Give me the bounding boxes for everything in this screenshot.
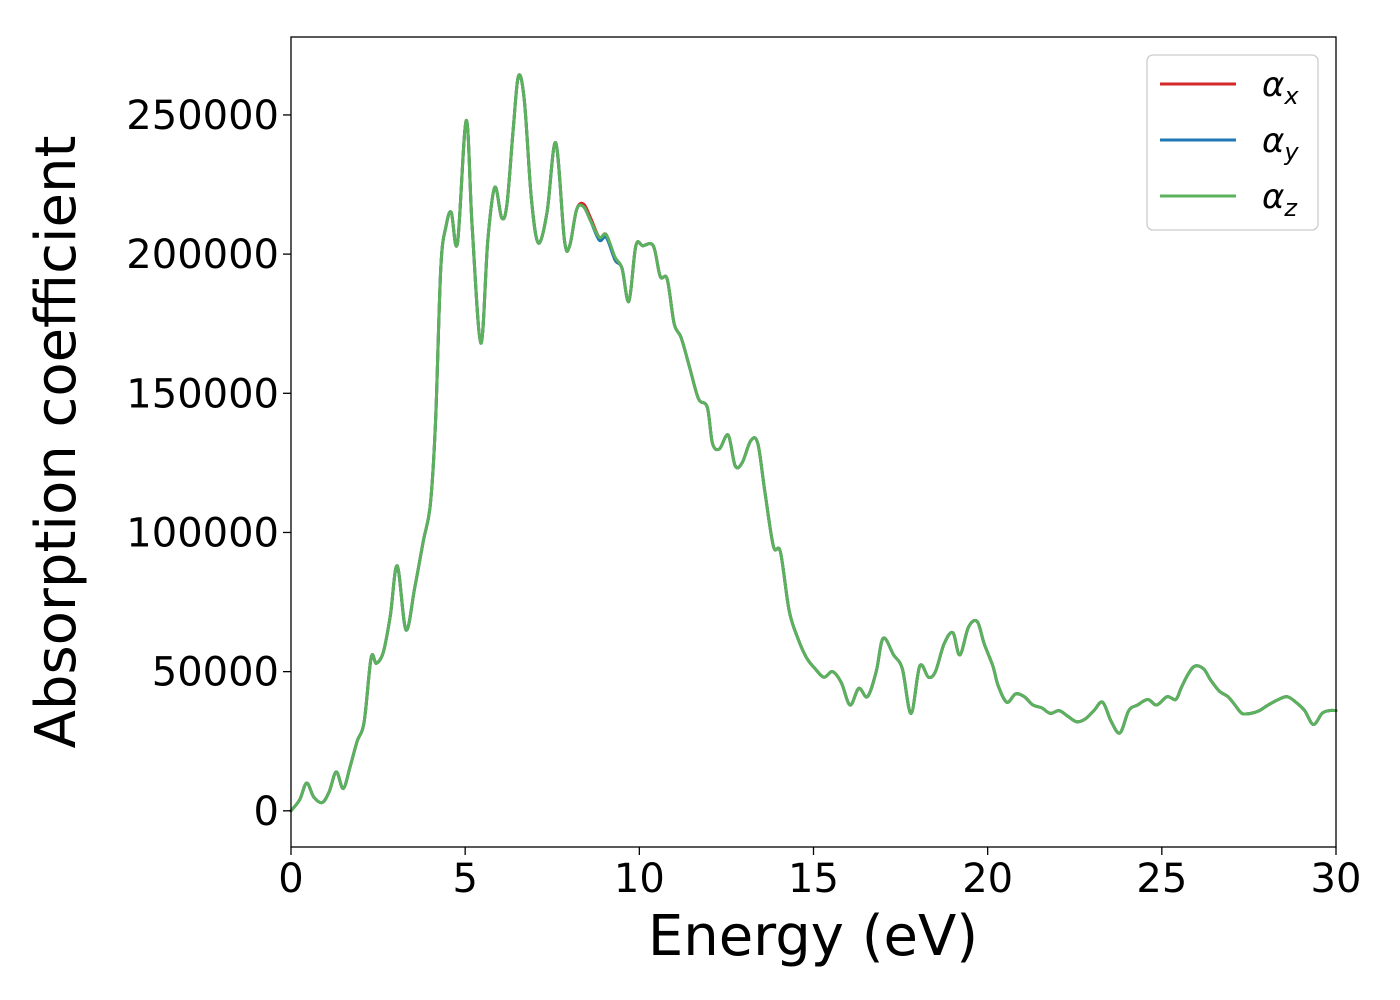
x-tick-label: 30 [1311,856,1362,902]
x-tick-label: 15 [788,856,839,902]
legend-label-y: αy [1262,121,1299,166]
x-tick-label: 25 [1136,856,1187,902]
y-tick-label: 200000 [126,232,279,278]
y-axis: 0 50000 100000 150000 200000 250000 [126,93,291,835]
y-tick-label: 100000 [126,510,279,556]
legend-label-z: αz [1262,177,1298,222]
y-tick-label: 50000 [152,650,279,696]
series-line-z [289,73,1338,813]
legend-label-x: αx [1262,65,1299,110]
x-tick-label: 20 [962,856,1013,902]
x-tick-label: 10 [614,856,665,902]
legend: αx αy αz [1146,54,1319,231]
y-tick-label: 250000 [126,93,279,139]
x-axis-title: Energy (eV) [648,904,978,969]
x-tick-label: 0 [278,856,303,902]
x-tick-label: 5 [452,856,477,902]
legend-box [1146,54,1319,231]
y-tick-label: 150000 [126,371,279,417]
x-axis: 0 5 10 15 20 25 30 [278,847,1361,902]
y-tick-label: 0 [254,789,279,835]
series-layer [289,73,1338,813]
y-axis-title: Absorption coefficient [24,136,89,749]
